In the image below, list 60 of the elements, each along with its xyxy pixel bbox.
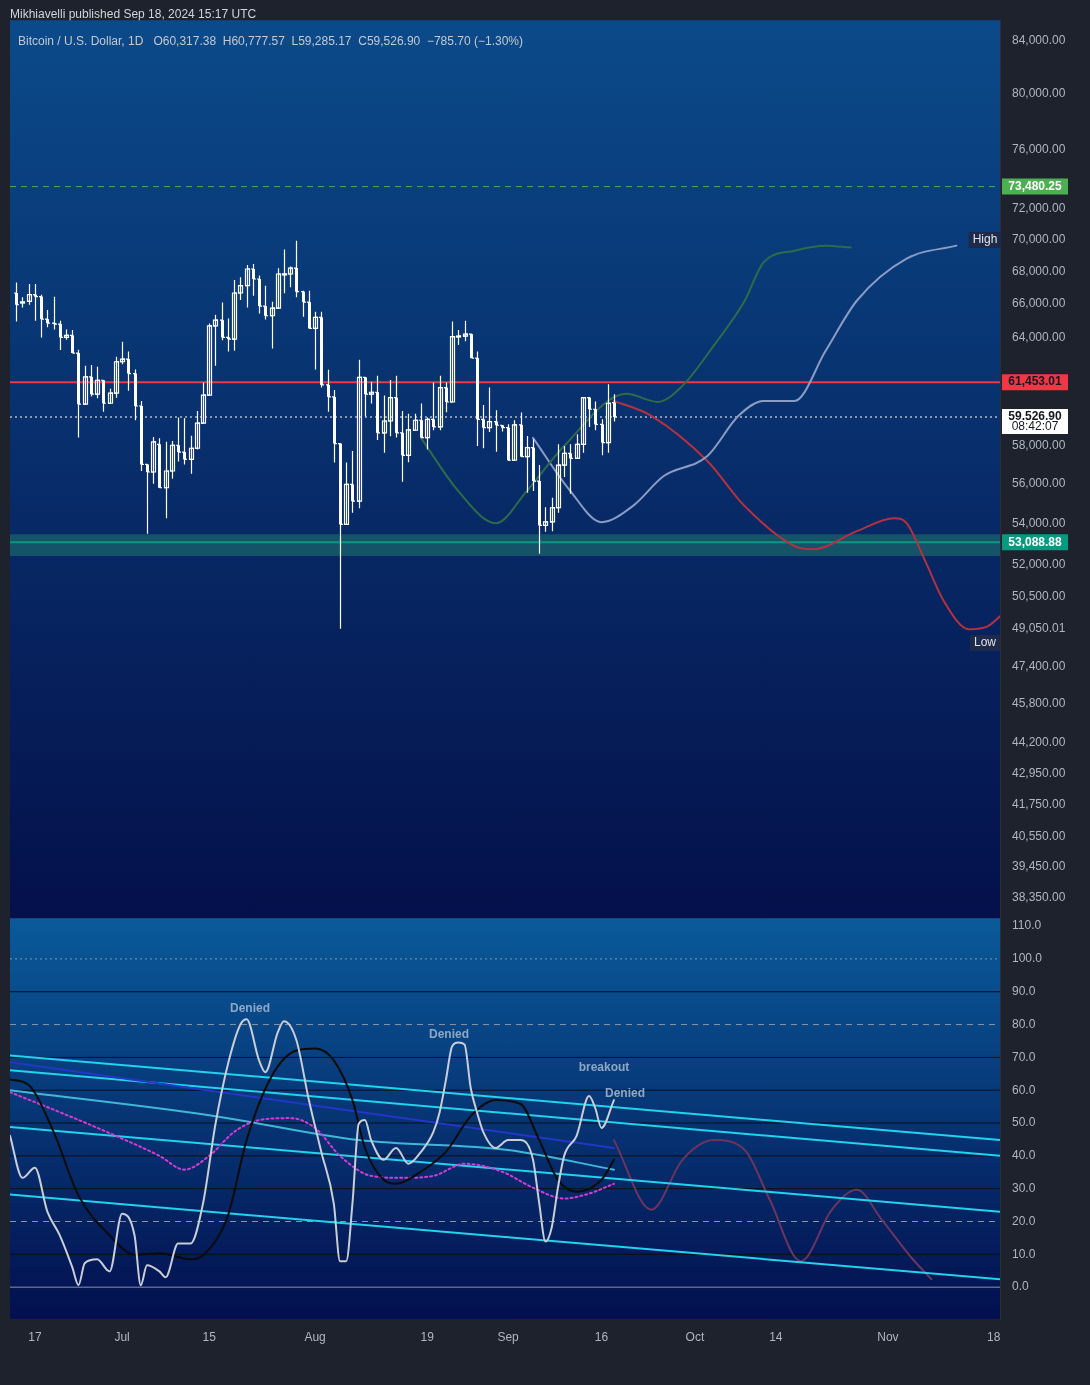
annotation: Denied: [604, 1086, 646, 1101]
y-tick-label: 39,450.00: [1012, 859, 1066, 874]
annotation: Low: [973, 635, 997, 650]
line-series: [612, 399, 1000, 631]
ref-line-label: 73,480.25: [1008, 178, 1063, 193]
annotation: Denied: [428, 1027, 470, 1042]
y-tick-label: 38,350.00: [1012, 890, 1066, 905]
x-tick-label: Oct: [685, 1329, 705, 1344]
y-tick-label: 30.0: [1012, 1181, 1036, 1195]
annotation: Denied: [229, 1001, 271, 1016]
x-tick-label: 16: [594, 1329, 609, 1344]
x-tick-label: Nov: [877, 1329, 899, 1344]
y-tick-label: 42,950.00: [1012, 766, 1066, 781]
y-tick-label: 45,800.00: [1012, 696, 1066, 711]
y-tick-label: 41,750.00: [1012, 797, 1066, 812]
y-tick-label: 70.0: [1012, 1049, 1036, 1064]
y-tick-label: 49,050.01: [1012, 621, 1066, 636]
x-tick-label: 17: [28, 1329, 42, 1344]
chart-title: Mikhiavelli published Sep 18, 2024 15:17 UTC: [10, 7, 257, 21]
y-tick-label: 64,000.00: [1012, 330, 1066, 345]
y-tick-label: 90.0: [1012, 984, 1036, 999]
y-tick-label: 52,000.00: [1012, 557, 1066, 572]
y-tick-label: 47,400.00: [1012, 658, 1066, 673]
y-tick-label: 60.0: [1012, 1082, 1036, 1097]
y-tick-label: 44,200.00: [1012, 735, 1066, 750]
ref-line-label: 53,088.88: [1008, 534, 1063, 549]
x-tick-label: Sep: [497, 1329, 520, 1344]
y-tick-label: 54,000.00: [1012, 515, 1066, 530]
line-series: [532, 244, 958, 524]
annotation: breakout: [578, 1060, 630, 1075]
y-tick-label: 40,550.00: [1012, 829, 1066, 844]
y-tick-label: 66,000.00: [1012, 296, 1066, 311]
y-tick-label: 72,000.00: [1012, 201, 1066, 216]
y-tick-label: 76,000.00: [1012, 142, 1066, 157]
ref-line-label: 61,453.01: [1008, 374, 1063, 389]
x-tick-label: 19: [420, 1329, 435, 1344]
y-tick-label: 100.0: [1012, 951, 1043, 966]
annotation: High: [972, 232, 998, 247]
y-tick-label: 58,000.00: [1012, 437, 1066, 452]
x-tick-label: 18: [987, 1329, 1001, 1344]
text: Bitcoin / U.S. Dollar, 1D O60,317.38 H60,777.57 L59,285.17 C59,526.90 −785.70 (−1.30%): [18, 34, 524, 48]
y-tick-label: 40.0: [1012, 1148, 1036, 1163]
line-series: [419, 244, 852, 525]
x-tick-label: 15: [202, 1329, 217, 1344]
y-tick-label: 70,000.00: [1012, 232, 1066, 246]
x-tick-label: Jul: [114, 1329, 130, 1344]
x-tick-label: Aug: [304, 1329, 326, 1344]
x-tick-label: 14: [769, 1329, 783, 1344]
y-tick-label: 84,000.00: [1012, 32, 1066, 47]
y-tick-label: 56,000.00: [1012, 476, 1066, 491]
y-tick-label: 50.0: [1012, 1115, 1036, 1130]
y-tick-label: 80.0: [1012, 1016, 1036, 1031]
y-tick-label: 110.0: [1012, 918, 1042, 933]
y-tick-label: 50,500.00: [1012, 589, 1066, 604]
y-tick-label: 0.0: [1012, 1279, 1030, 1294]
y-tick-label: 20.0: [1012, 1213, 1036, 1228]
y-tick-label: 10.0: [1012, 1246, 1036, 1261]
line-series: [612, 1139, 933, 1281]
y-tick-label: 68,000.00: [1012, 263, 1066, 278]
y-tick-label: 80,000.00: [1012, 85, 1066, 100]
